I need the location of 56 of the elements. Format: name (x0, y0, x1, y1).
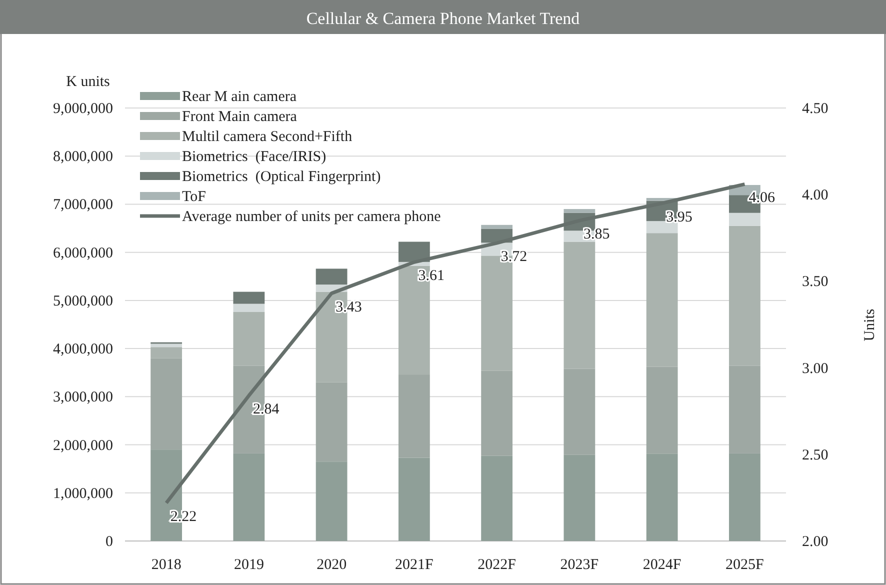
data-label: 2.22 (170, 508, 197, 525)
legend-label: Multil camera Second+Fifth (182, 129, 353, 145)
bar (316, 268, 348, 285)
bar (316, 462, 348, 541)
legend-label: Front Main camera (182, 109, 298, 125)
y-tick-label: 3,000,000 (53, 390, 113, 406)
legend-label: ToF (182, 189, 206, 205)
x-tick-label: 2019 (234, 557, 264, 573)
y2-axis-title: Units (862, 308, 878, 342)
data-label: 3.61 (418, 268, 444, 284)
y2-tick-label: 3.50 (802, 274, 828, 290)
y-tick-label: 5,000,000 (53, 293, 113, 310)
bar (398, 458, 430, 541)
x-tick-label: 2024F (642, 557, 682, 573)
data-label: 2.84 (252, 402, 280, 418)
legend-label: Biometrics (Optical Fingerprint) (182, 169, 381, 185)
x-tick-label: 2020 (316, 557, 347, 573)
bar (728, 212, 760, 226)
y-tick-label: 9,000,000 (53, 101, 113, 117)
y-tick-label: 8,000,000 (53, 149, 113, 166)
chart-title: Cellular & Camera Phone Market Trend (306, 9, 580, 28)
y-tick-label: 1,000,000 (53, 486, 113, 502)
y2-tick-label: 3.00 (802, 360, 828, 377)
y-tick-label: 6,000,000 (53, 245, 113, 262)
y-tick-label: 7,000,000 (53, 197, 113, 214)
legend-label: Rear M ain camera (182, 89, 297, 105)
y2-tick-label: 4.50 (802, 101, 828, 117)
bar (481, 224, 513, 229)
x-tick-label: 2025F (726, 557, 764, 573)
bar (233, 304, 265, 312)
bar (233, 453, 265, 541)
data-label: 3.43 (336, 299, 362, 316)
legend-label: Biometrics (Face/IRIS) (182, 149, 326, 165)
y2-tick-label: 2.50 (802, 447, 828, 464)
bar (646, 454, 678, 541)
y-tick-label: 0 (106, 534, 113, 550)
bar (564, 209, 596, 213)
bar (481, 456, 513, 541)
y2-tick-label: 2.00 (802, 534, 828, 550)
x-tick-label: 2022F (478, 557, 516, 573)
bar (564, 454, 596, 541)
bar (150, 344, 182, 348)
legend-label: Average number of units per camera phone (182, 209, 442, 225)
y-tick-label: 4,000,000 (53, 342, 113, 358)
bar (233, 292, 265, 304)
x-tick-label: 2021F (395, 557, 434, 573)
data-label: 3.72 (500, 249, 528, 266)
bar (398, 242, 430, 262)
y-tick-label: 2,000,000 (53, 438, 113, 454)
data-label: 3.85 (583, 226, 610, 243)
bar (646, 221, 678, 234)
y2-tick-label: 4.00 (802, 188, 828, 204)
x-tick-label: 2018 (151, 557, 182, 573)
y-axis-title: K units (66, 74, 110, 90)
x-tick-label: 2023F (560, 557, 599, 573)
bar (728, 453, 760, 541)
